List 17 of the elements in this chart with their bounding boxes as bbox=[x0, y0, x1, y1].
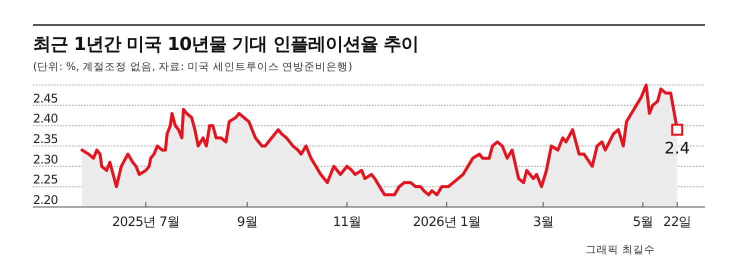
x-tick-label: 9월 bbox=[237, 215, 258, 230]
y-tick-label: 2.25 bbox=[33, 172, 58, 187]
chart-title: 최근 1년간 미국 10년물 기대 인플레이션율 추이 bbox=[33, 34, 419, 55]
y-tick-label: 2.30 bbox=[33, 152, 58, 166]
x-tick-label: 2026년 1월 bbox=[412, 215, 480, 230]
x-tick-label: 5월 bbox=[632, 215, 654, 230]
x-tick-label: 2025년 7월 bbox=[112, 215, 180, 230]
chart-subtitle: (단위: %, 계절조정 없음, 자료: 미국 세인트루이스 연방준비은행) bbox=[33, 61, 352, 73]
text: 그래픽 최길수 bbox=[586, 244, 655, 256]
x-tick-label: 22일 bbox=[663, 215, 692, 230]
x-tick-label: 3월 bbox=[532, 215, 554, 230]
annotation: 2.4 bbox=[664, 138, 690, 158]
x-tick-label: 11월 bbox=[332, 215, 361, 230]
y-tick-label: 2.35 bbox=[33, 132, 58, 146]
y-tick-label: 2.20 bbox=[33, 193, 58, 207]
y-tick-label: 2.40 bbox=[33, 112, 58, 126]
y-tick-label: 2.45 bbox=[33, 91, 58, 106]
